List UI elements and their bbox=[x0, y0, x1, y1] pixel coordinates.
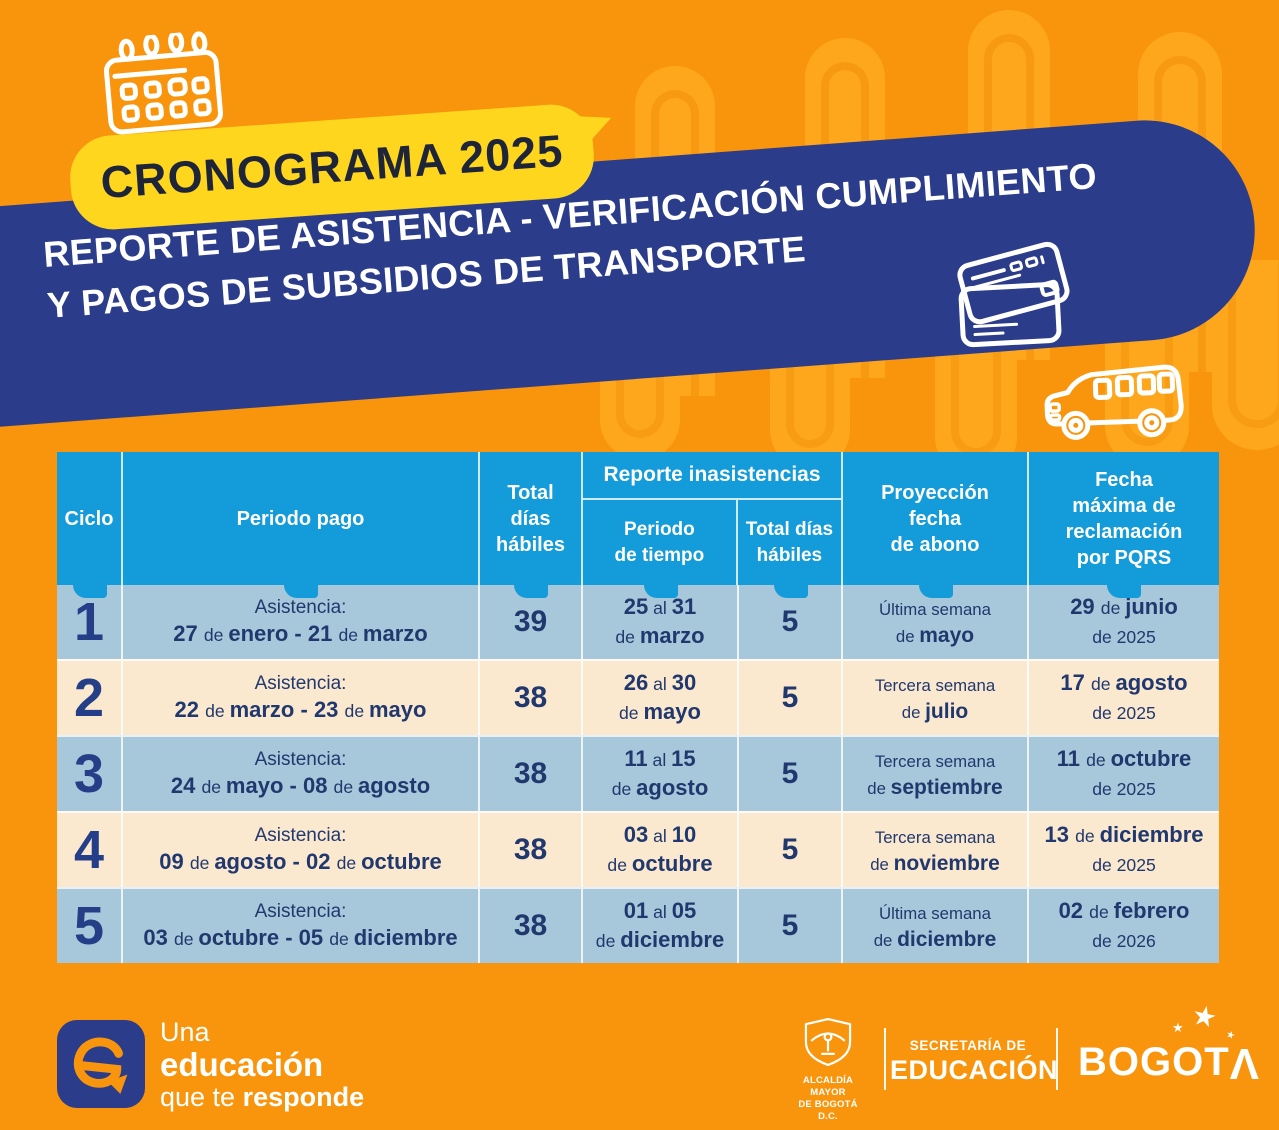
slogan-line1: Una bbox=[160, 1017, 210, 1047]
alcaldia-crest: ALCALDÍA MAYOR DE BOGOTÁ D.C. bbox=[794, 1016, 862, 1123]
header-reporte-inasistencias: Reporte inasistencias bbox=[583, 452, 841, 500]
school-bus-icon bbox=[1038, 353, 1189, 449]
calendar-icon bbox=[96, 29, 235, 145]
header-total-dias: Total días hábiles bbox=[480, 452, 583, 585]
footer-divider bbox=[884, 1028, 886, 1090]
slogan: Una educación que te responde bbox=[160, 1017, 365, 1113]
badge-tail bbox=[565, 112, 614, 161]
star-icon: ★ bbox=[1189, 998, 1221, 1035]
table-row: 4 Asistencia: 09 de agosto - 02 de octubr… bbox=[57, 811, 1219, 887]
table-row: 5 Asistencia: 03 de octubre - 05 de dicie… bbox=[57, 887, 1219, 963]
slogan-line2: educación bbox=[160, 1046, 324, 1084]
bogota-logo: BOGOT Λ bbox=[1078, 1040, 1261, 1090]
table-header: Ciclo Periodo pago Total días hábiles Repo… bbox=[57, 452, 1219, 598]
header-periodo-tiempo: Periodo de tiempo bbox=[583, 500, 738, 585]
slogan-line3: que te responde bbox=[160, 1082, 365, 1113]
header-tab bbox=[284, 585, 318, 598]
footer-divider bbox=[1056, 1028, 1058, 1090]
table-row: 3 Asistencia: 24 de mayo - 08 de agosto 3… bbox=[57, 735, 1219, 811]
schedule-table: Ciclo Periodo pago Total días hábiles Repo… bbox=[57, 452, 1219, 963]
header-reporte-group: Reporte inasistencias Periodo de tiempo T… bbox=[583, 452, 843, 585]
header-tab bbox=[644, 585, 678, 598]
ciclo-number: 1 bbox=[73, 592, 105, 652]
header-tab bbox=[919, 585, 953, 598]
header-periodo-pago: Periodo pago bbox=[123, 452, 480, 585]
ciclo-number: 5 bbox=[73, 896, 105, 956]
header-total-dias-2: Total días hábiles bbox=[745, 518, 834, 566]
ciclo-number: 2 bbox=[73, 668, 105, 728]
secretaria-educacion-logo: SECRETARÍA DE EDUCACIÓN bbox=[890, 1038, 1059, 1085]
header-ciclo: Ciclo bbox=[57, 452, 123, 585]
header-tab bbox=[774, 585, 808, 598]
credit-cards-icon bbox=[941, 232, 1089, 377]
header-proyeccion: Proyección fecha de abono bbox=[843, 452, 1029, 585]
star-icon: ★ bbox=[1172, 1020, 1184, 1035]
header-fecha-maxima: Fecha máxima de reclamación por PQRS bbox=[1065, 468, 1183, 569]
educacion-logo bbox=[57, 1020, 145, 1108]
table-row: 1 Asistencia: 27 de enero - 21 de marzo 3… bbox=[57, 585, 1219, 659]
header-tab bbox=[1107, 585, 1141, 598]
ciclo-number: 4 bbox=[73, 820, 105, 880]
ciclo-number: 3 bbox=[73, 744, 105, 804]
header-tab bbox=[73, 585, 107, 598]
alcaldia-text: ALCALDÍA MAYOR DE BOGOTÁ D.C. bbox=[798, 1075, 858, 1122]
table-row: 2 Asistencia: 22 de marzo - 23 de mayo 38… bbox=[57, 659, 1219, 735]
header-tab bbox=[514, 585, 548, 598]
